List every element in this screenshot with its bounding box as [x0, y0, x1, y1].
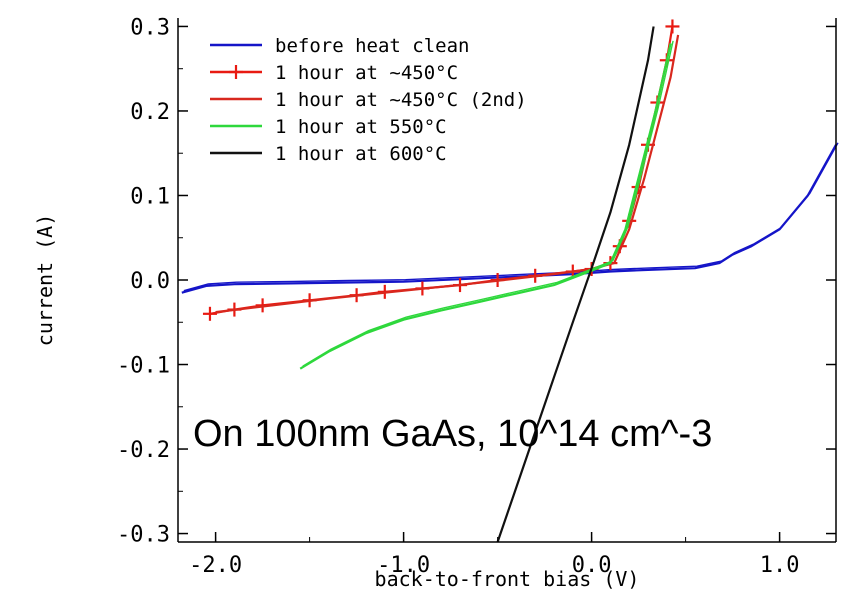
y-tick-label: -0.3: [117, 523, 170, 548]
y-axis-label: current (A): [33, 214, 57, 346]
series-layer: [181, 19, 839, 543]
y-tick-label: 0.0: [130, 269, 170, 294]
legend-label: 1 hour at ~450°C (2nd): [275, 89, 527, 111]
x-tick-label: -1.0: [377, 553, 430, 578]
series-line-3: [215, 34, 680, 314]
y-tick-label: -0.2: [117, 438, 170, 463]
y-tick-label: 0.1: [130, 184, 170, 209]
y-tick-label: 0.3: [130, 15, 170, 40]
series-point-2: [665, 19, 680, 34]
ticks-layer: 0.3 0.2 0.1 0.0 -0.1 -0.2 -0.3 -2.0 -1.0 0.0 1.0: [117, 15, 836, 578]
legend: before heat clean 1 hour at ~450°C 1 hour …: [210, 35, 527, 165]
x-tick-label: 1.0: [760, 553, 800, 578]
legend-entry-5: 1 hour at 600°C: [210, 143, 447, 165]
legend-label: 1 hour at ~450°C: [275, 62, 458, 84]
x-tick-label: 0.0: [572, 553, 612, 578]
legend-entry-3: 1 hour at ~450°C (2nd): [210, 89, 527, 111]
legend-label: 1 hour at 550°C: [275, 116, 447, 138]
series-point-2: [202, 306, 217, 321]
chart-annotation: On 100nm GaAs, 10^14 cm^-3: [193, 413, 712, 455]
series-line-4-return: [302, 40, 674, 367]
x-axis-label: back-to-front bias (V): [375, 567, 640, 591]
series-line-5: [496, 26, 655, 543]
x-tick-label: -2.0: [189, 553, 242, 578]
series-line-4: [299, 43, 672, 370]
legend-entry-4: 1 hour at 550°C: [210, 116, 447, 138]
series-line-1: [181, 144, 837, 294]
legend-entry-1: before heat clean: [210, 35, 469, 57]
y-tick-label: -0.1: [117, 354, 170, 379]
legend-label: before heat clean: [275, 35, 469, 57]
legend-label: 1 hour at 600°C: [275, 143, 447, 165]
legend-entry-2: 1 hour at ~450°C: [210, 62, 458, 84]
y-tick-label: 0.2: [130, 100, 170, 125]
